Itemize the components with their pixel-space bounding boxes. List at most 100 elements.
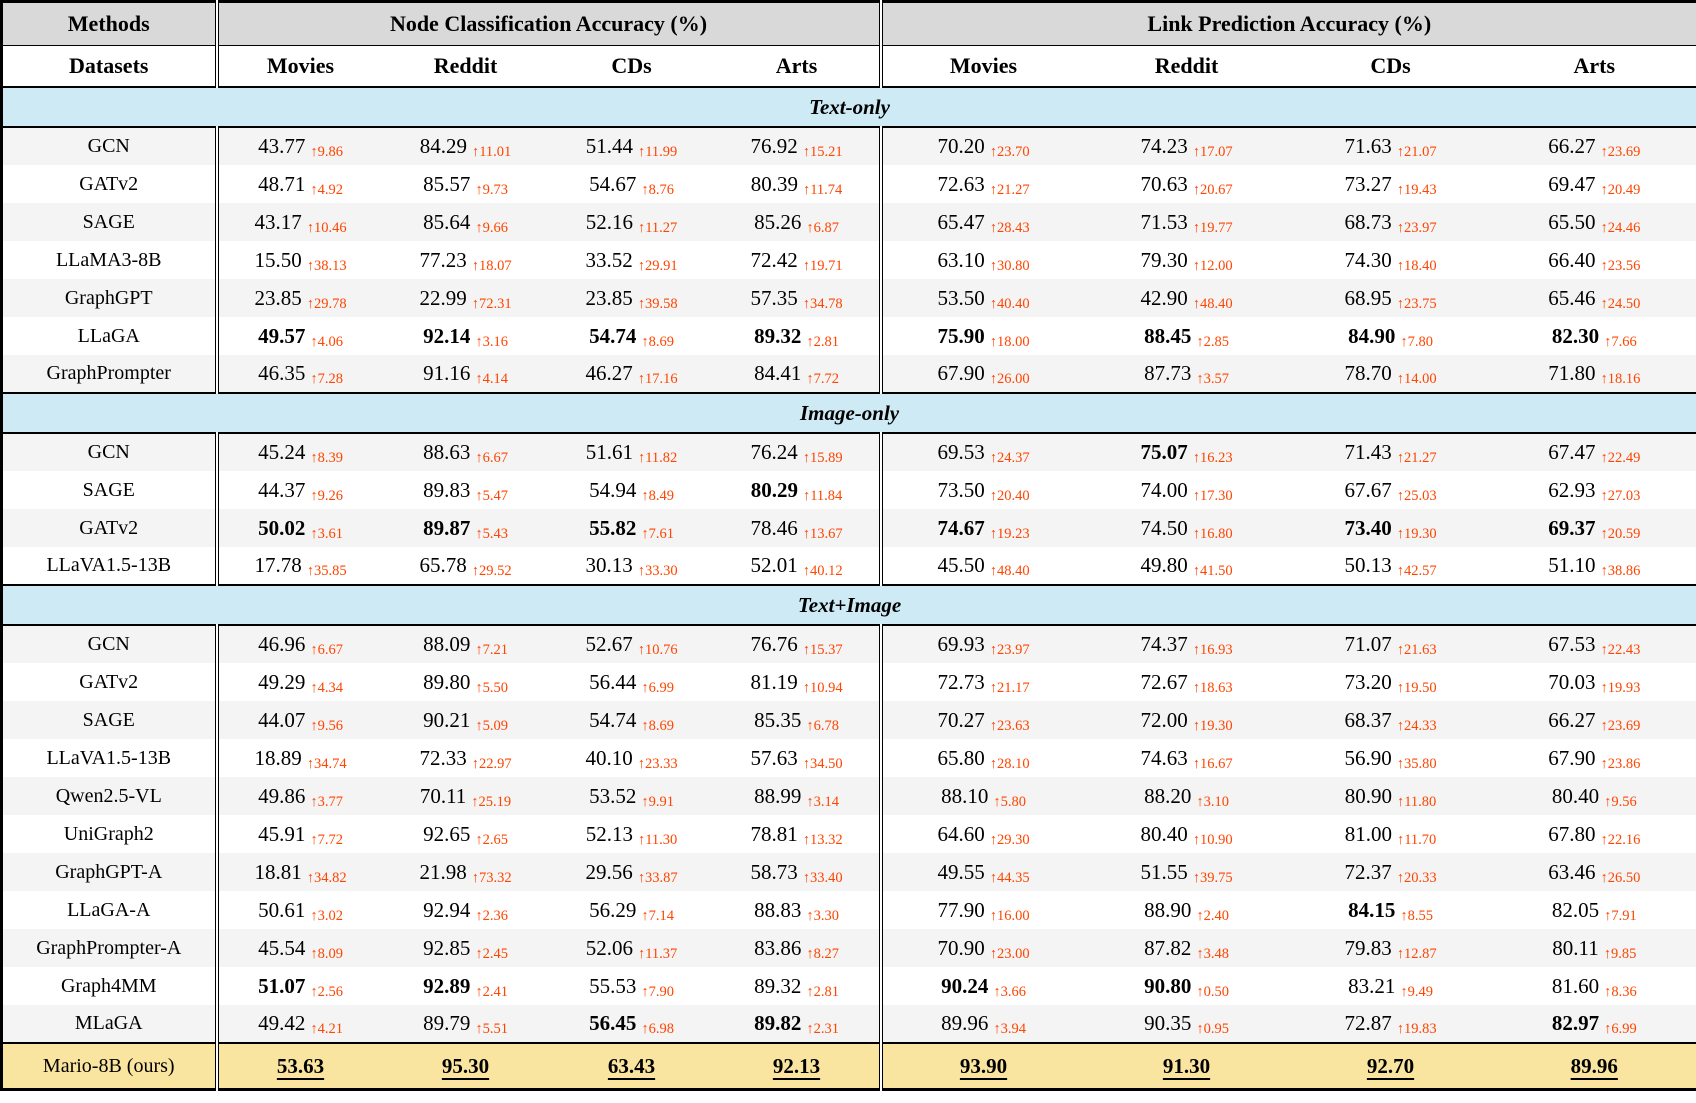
improvement-delta: ↑6.78	[806, 717, 839, 734]
metric-value: 72.87	[1344, 1011, 1392, 1035]
up-arrow-icon: ↑	[1604, 793, 1612, 810]
metric-value: 70.03	[1548, 669, 1596, 694]
up-arrow-icon: ↑	[475, 181, 483, 198]
metric-value: 76.92	[750, 134, 798, 158]
metric-value: 88.09	[423, 632, 471, 656]
metric-cell: 92.94 ↑2.36	[383, 891, 549, 929]
metric-cell: 88.45 ↑2.85	[1085, 317, 1289, 355]
improvement-delta: ↑8.69	[641, 333, 674, 350]
table-row-image-only-llava1-5-13b: LLaVA1.5-13B 17.78 ↑35.85 65.78 ↑29.52 30.13 ↑…	[2, 547, 1696, 585]
metric-value: 71.43	[1344, 440, 1392, 464]
metric-cell: 43.17 ↑10.46	[214, 203, 383, 241]
improvement-delta: ↑18.40	[1396, 257, 1437, 274]
improvement-delta: ↑34.74	[306, 755, 347, 772]
improvement-delta: ↑15.37	[802, 642, 843, 658]
up-arrow-icon: ↑	[989, 333, 997, 350]
up-arrow-icon: ↑	[806, 333, 814, 350]
improvement-delta: ↑7.21	[475, 642, 508, 658]
metric-cell: 63.43	[548, 1042, 715, 1090]
up-arrow-icon: ↑	[471, 755, 479, 772]
up-arrow-icon: ↑	[989, 487, 997, 504]
metric-cell: 88.99 ↑3.14	[714, 777, 881, 815]
metric-cell: 51.10 ↑38.86	[1493, 547, 1696, 585]
improvement-delta: ↑23.75	[1396, 295, 1437, 312]
improvement-delta: ↑15.89	[802, 450, 843, 466]
up-arrow-icon: ↑	[641, 1021, 649, 1037]
metric-value: 89.83	[423, 477, 471, 502]
improvement-delta: ↑8.27	[806, 945, 839, 962]
up-arrow-icon: ↑	[1396, 144, 1404, 160]
up-arrow-icon: ↑	[637, 642, 645, 658]
metric-cell: 67.67 ↑25.03	[1289, 471, 1493, 509]
metric-cell: 45.50 ↑48.40	[878, 547, 1085, 585]
improvement-delta: ↑16.80	[1192, 525, 1233, 542]
metric-value: 18.81	[254, 859, 302, 884]
metric-value: 81.19	[750, 669, 798, 694]
up-arrow-icon: ↑	[310, 1021, 318, 1037]
metric-value: 89.79	[423, 1011, 471, 1035]
metric-cell: 92.89 ↑2.41	[383, 967, 549, 1005]
metric-value: 92.89	[423, 973, 471, 998]
metric-value: 69.53	[937, 440, 985, 464]
metric-value: 78.81	[750, 821, 798, 846]
improvement-delta: ↑2.85	[1196, 333, 1229, 350]
metric-value: 92.70	[1366, 1053, 1415, 1078]
up-arrow-icon: ↑	[637, 831, 646, 848]
up-arrow-icon: ↑	[1396, 1021, 1404, 1037]
up-arrow-icon: ↑	[310, 907, 318, 924]
metric-value: 71.53	[1140, 209, 1188, 234]
up-arrow-icon: ↑	[802, 295, 810, 312]
improvement-delta: ↑21.63	[1396, 642, 1437, 658]
improvement-delta: ↑7.66	[1604, 333, 1637, 350]
up-arrow-icon: ↑	[1600, 295, 1608, 312]
metric-value: 73.27	[1344, 171, 1392, 196]
metric-value: 54.67	[589, 171, 637, 196]
metric-value: 92.13	[772, 1053, 821, 1078]
metric-cell: 90.80 ↑0.50	[1085, 967, 1289, 1005]
improvement-delta: ↑21.27	[1396, 450, 1437, 466]
metric-value: 69.37	[1548, 515, 1596, 540]
improvement-delta: ↑7.72	[806, 371, 839, 387]
improvement-delta: ↑19.30	[1192, 717, 1233, 734]
up-arrow-icon: ↑	[1396, 219, 1404, 236]
up-arrow-icon: ↑	[806, 717, 814, 734]
metric-cell: 84.29 ↑11.01	[382, 127, 549, 165]
metric-value: 72.42	[750, 247, 798, 272]
metric-cell: 54.67 ↑8.76	[549, 165, 715, 203]
metric-value: 72.33	[419, 745, 467, 770]
improvement-delta: ↑22.16	[1600, 831, 1641, 848]
improvement-delta: ↑8.69	[641, 717, 674, 734]
metric-value: 72.63	[937, 171, 985, 196]
up-arrow-icon: ↑	[1196, 793, 1204, 810]
metric-value: 80.40	[1140, 821, 1188, 846]
improvement-delta: ↑10.94	[802, 679, 843, 696]
metric-value: 52.16	[585, 209, 633, 234]
up-arrow-icon: ↑	[475, 219, 483, 236]
improvement-delta: ↑3.02	[310, 907, 343, 924]
metric-value: 89.82	[754, 1011, 802, 1035]
table-row-text-only-graphgpt: GraphGPT 23.85 ↑29.78 22.99 ↑72.31 23.85 ↑39.5…	[1, 279, 1696, 317]
method-name: GATv2	[79, 670, 139, 693]
improvement-delta: ↑9.91	[641, 793, 674, 810]
metric-value: 68.73	[1344, 209, 1392, 234]
metric-cell: 57.35 ↑34.78	[714, 279, 881, 317]
metric-cell: 80.90 ↑11.80	[1288, 777, 1493, 815]
improvement-delta: ↑0.50	[1196, 983, 1229, 1000]
up-arrow-icon: ↑	[802, 257, 810, 274]
metric-cell: 72.37 ↑20.33	[1288, 853, 1493, 891]
improvement-delta: ↑23.97	[989, 642, 1030, 658]
metric-cell: 88.83 ↑3.30	[715, 891, 881, 929]
metric-cell: 29.56 ↑33.87	[548, 853, 715, 891]
up-arrow-icon: ↑	[475, 525, 483, 542]
metric-value: 62.93	[1548, 477, 1596, 502]
metric-value: 74.50	[1140, 515, 1188, 540]
up-arrow-icon: ↑	[1192, 755, 1200, 772]
metric-cell: 70.63 ↑20.67	[1085, 165, 1289, 203]
table-row-text-only-gatv2: GATv2 48.71 ↑4.92 85.57 ↑9.73 54.67 ↑8.76 80.39…	[2, 165, 1696, 203]
metric-value: 58.73	[750, 859, 798, 884]
table-row-text-image-unigraph2: UniGraph2 45.91 ↑7.72 92.65 ↑2.65 52.13 ↑11.30…	[2, 815, 1696, 853]
metric-cell: 70.03 ↑19.93	[1493, 663, 1696, 701]
up-arrow-icon: ↑	[1600, 679, 1608, 696]
up-arrow-icon: ↑	[802, 831, 810, 848]
metric-value: 77.90	[937, 897, 985, 922]
